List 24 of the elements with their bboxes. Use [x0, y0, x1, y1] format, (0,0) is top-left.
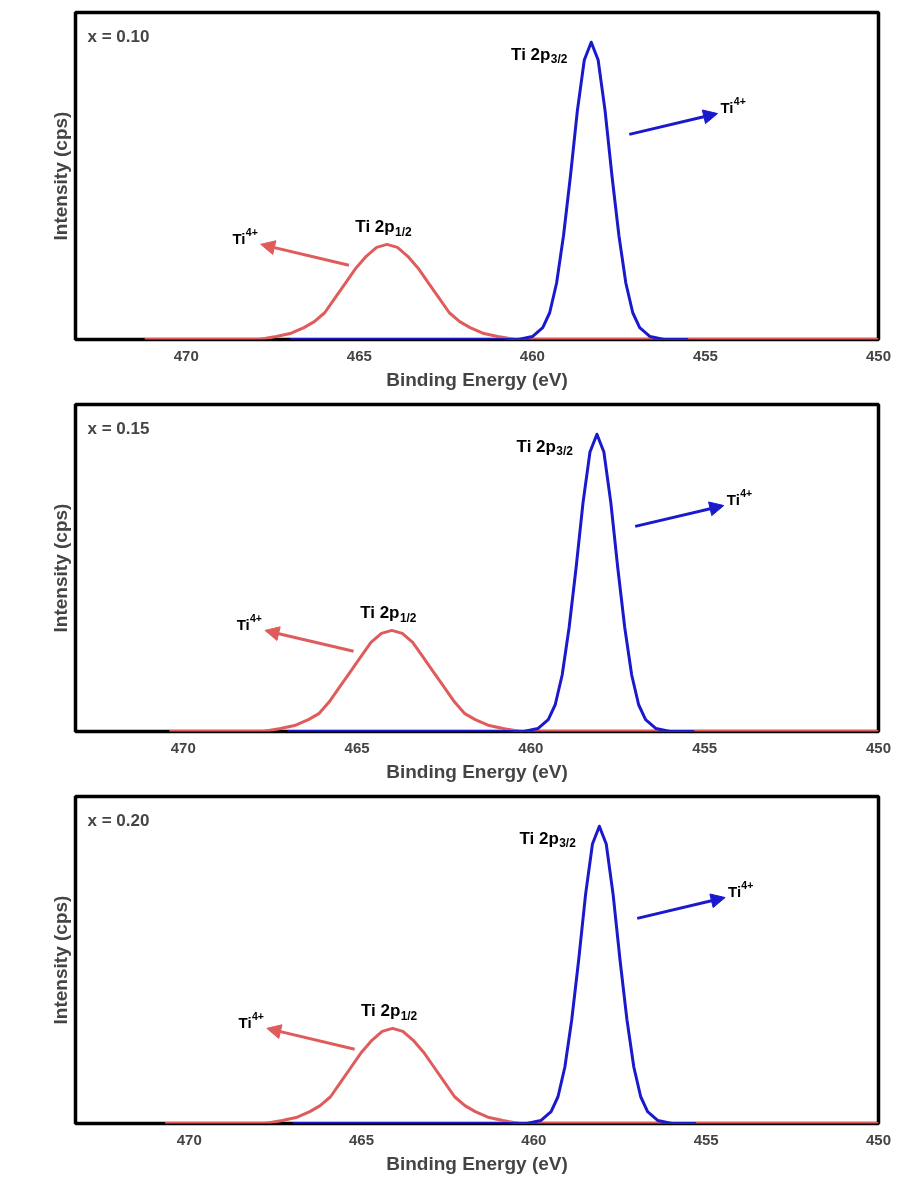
x-tick-label: 465	[349, 1130, 375, 1148]
y-axis-title: Intensity (cps)	[49, 111, 71, 241]
x-tick-label: 465	[346, 346, 372, 364]
x-axis-title: Binding Energy (eV)	[386, 1152, 568, 1174]
x-tick-label: 470	[170, 738, 196, 756]
annotation: x = 0.20	[87, 811, 150, 830]
x-tick-label: 470	[176, 1130, 202, 1148]
x-tick-label: 450	[865, 346, 892, 364]
x-tick-label: 455	[692, 346, 718, 364]
x-tick-label: 455	[692, 738, 718, 756]
y-axis-title: Intensity (cps)	[49, 895, 71, 1025]
x-tick-label: 460	[518, 738, 544, 756]
x-tick-label: 460	[521, 1130, 547, 1148]
x-tick-label: 450	[865, 1130, 892, 1148]
x-tick-label: 450	[865, 738, 892, 756]
y-axis-title: Intensity (cps)	[49, 503, 71, 633]
x-tick-label: 470	[173, 346, 199, 364]
annotation: x = 0.15	[87, 419, 150, 438]
x-tick-label: 465	[344, 738, 370, 756]
x-axis-title: Binding Energy (eV)	[386, 760, 568, 782]
x-tick-label: 455	[693, 1130, 719, 1148]
annotation: x = 0.10	[87, 27, 150, 46]
x-tick-label: 460	[519, 346, 545, 364]
x-axis-title: Binding Energy (eV)	[386, 368, 568, 390]
